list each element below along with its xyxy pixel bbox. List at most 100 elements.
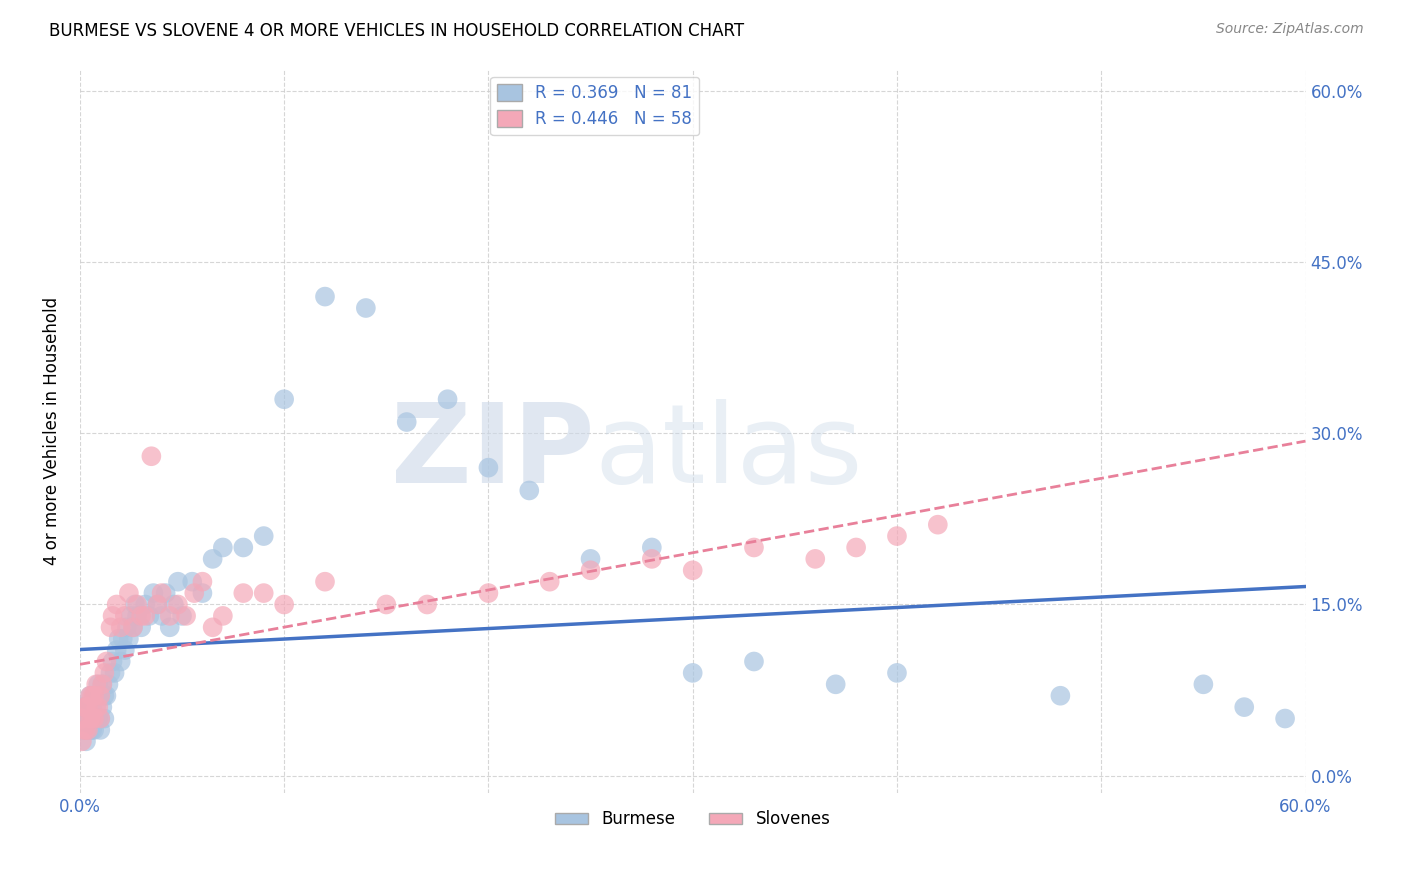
Point <box>146 598 169 612</box>
Point <box>73 700 96 714</box>
Point <box>824 677 846 691</box>
Point <box>75 700 97 714</box>
Point <box>253 529 276 543</box>
Point <box>167 574 190 589</box>
Point <box>77 723 100 737</box>
Point <box>110 655 132 669</box>
Point <box>517 483 540 498</box>
Point <box>804 552 827 566</box>
Point <box>114 643 136 657</box>
Point <box>138 608 160 623</box>
Point <box>93 665 115 680</box>
Point <box>107 632 129 646</box>
Point <box>170 608 193 623</box>
Point <box>125 598 148 612</box>
Point <box>163 598 186 612</box>
Point <box>129 620 152 634</box>
Point <box>253 586 276 600</box>
Point <box>83 712 105 726</box>
Point <box>96 689 118 703</box>
Point <box>142 586 165 600</box>
Point <box>120 608 142 623</box>
Point <box>201 620 224 634</box>
Text: Source: ZipAtlas.com: Source: ZipAtlas.com <box>1216 22 1364 37</box>
Point <box>77 712 100 726</box>
Point <box>155 586 177 600</box>
Point <box>682 563 704 577</box>
Point <box>273 392 295 407</box>
Point <box>87 712 110 726</box>
Point <box>70 712 93 726</box>
Point <box>927 517 949 532</box>
Point <box>100 620 122 634</box>
Point <box>314 290 336 304</box>
Point <box>73 723 96 737</box>
Point <box>77 700 100 714</box>
Point <box>73 723 96 737</box>
Point <box>75 723 97 737</box>
Point <box>886 665 908 680</box>
Point <box>1192 677 1215 691</box>
Text: atlas: atlas <box>595 399 863 506</box>
Point <box>82 689 104 703</box>
Point <box>79 689 101 703</box>
Point <box>212 541 235 555</box>
Point <box>159 620 181 634</box>
Point <box>79 712 101 726</box>
Point <box>579 552 602 566</box>
Point <box>354 301 377 315</box>
Point <box>477 460 499 475</box>
Point <box>105 598 128 612</box>
Point <box>201 552 224 566</box>
Point <box>146 598 169 612</box>
Point <box>1049 689 1071 703</box>
Point <box>191 574 214 589</box>
Point <box>174 608 197 623</box>
Point <box>1233 700 1256 714</box>
Point <box>93 689 115 703</box>
Point <box>105 643 128 657</box>
Point <box>124 598 146 612</box>
Point <box>73 712 96 726</box>
Point <box>87 677 110 691</box>
Point <box>84 677 107 691</box>
Point <box>79 723 101 737</box>
Point <box>122 620 145 634</box>
Point <box>110 620 132 634</box>
Point <box>101 655 124 669</box>
Point <box>375 598 398 612</box>
Point <box>183 586 205 600</box>
Point <box>232 541 254 555</box>
Point <box>115 620 138 634</box>
Point <box>82 700 104 714</box>
Point <box>83 689 105 703</box>
Point <box>134 598 156 612</box>
Point <box>314 574 336 589</box>
Point <box>70 723 93 737</box>
Point <box>742 541 765 555</box>
Point <box>134 608 156 623</box>
Point <box>83 723 105 737</box>
Point <box>75 734 97 748</box>
Point <box>845 541 868 555</box>
Point <box>89 689 111 703</box>
Point <box>111 632 134 646</box>
Point <box>159 608 181 623</box>
Point <box>167 598 190 612</box>
Point <box>682 665 704 680</box>
Point <box>436 392 458 407</box>
Point <box>122 620 145 634</box>
Point <box>129 608 152 623</box>
Y-axis label: 4 or more Vehicles in Household: 4 or more Vehicles in Household <box>44 296 60 565</box>
Point <box>101 608 124 623</box>
Point <box>118 632 141 646</box>
Point <box>91 677 114 691</box>
Point <box>742 655 765 669</box>
Point <box>73 700 96 714</box>
Point <box>395 415 418 429</box>
Point <box>538 574 561 589</box>
Point <box>1274 712 1296 726</box>
Point <box>181 574 204 589</box>
Point <box>886 529 908 543</box>
Point <box>118 586 141 600</box>
